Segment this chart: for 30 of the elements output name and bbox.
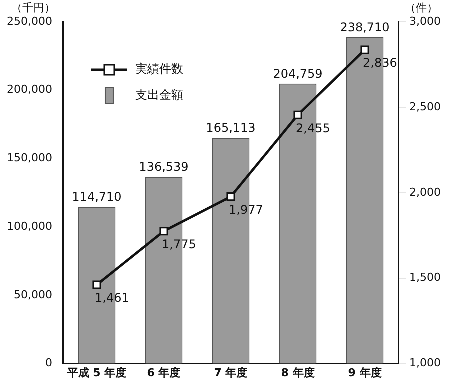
y-tick-label: 150,000 [6, 152, 52, 165]
point [92, 280, 102, 290]
point [360, 46, 370, 54]
y2-tick-label: 1,500 [410, 271, 442, 284]
point [294, 110, 302, 120]
data-label: 165,113 [206, 121, 256, 136]
y2-tick-label: 2,000 [410, 186, 442, 199]
y-tick-label: 250,000 [6, 14, 52, 28]
y-tick-label: 50,000 [14, 288, 52, 302]
y-tick-label: 200,000 [6, 83, 52, 96]
x-tick-label: 9 年度 [348, 366, 382, 380]
y2-tick-label: 1,000 [410, 356, 442, 370]
legend-label: 支出金額 [135, 88, 184, 102]
x-tick-label: 8 年度 [281, 366, 315, 380]
y-axis-title: （千円） [12, 1, 56, 14]
x-tick-label: 7 年度 [214, 366, 248, 380]
legend-label: 実績件数 [135, 62, 184, 76]
data-label: 238,710 [340, 20, 390, 35]
y2-tick-label: 3,000 [410, 14, 442, 28]
x-tick-label: 6 年度 [147, 366, 181, 380]
y-tick-label: 100,000 [6, 220, 52, 233]
x-tick-label: 平成 5 年度 [66, 366, 127, 380]
y2-tick-label: 2,500 [410, 100, 442, 114]
y-tick-label: 0 [45, 356, 52, 370]
y2-axis-title: （件） [404, 1, 438, 14]
data-label: 136,539 [139, 160, 189, 174]
point [226, 192, 236, 202]
point [160, 227, 168, 236]
data-label: 114,710 [72, 190, 122, 204]
data-label: 204,759 [273, 66, 323, 81]
